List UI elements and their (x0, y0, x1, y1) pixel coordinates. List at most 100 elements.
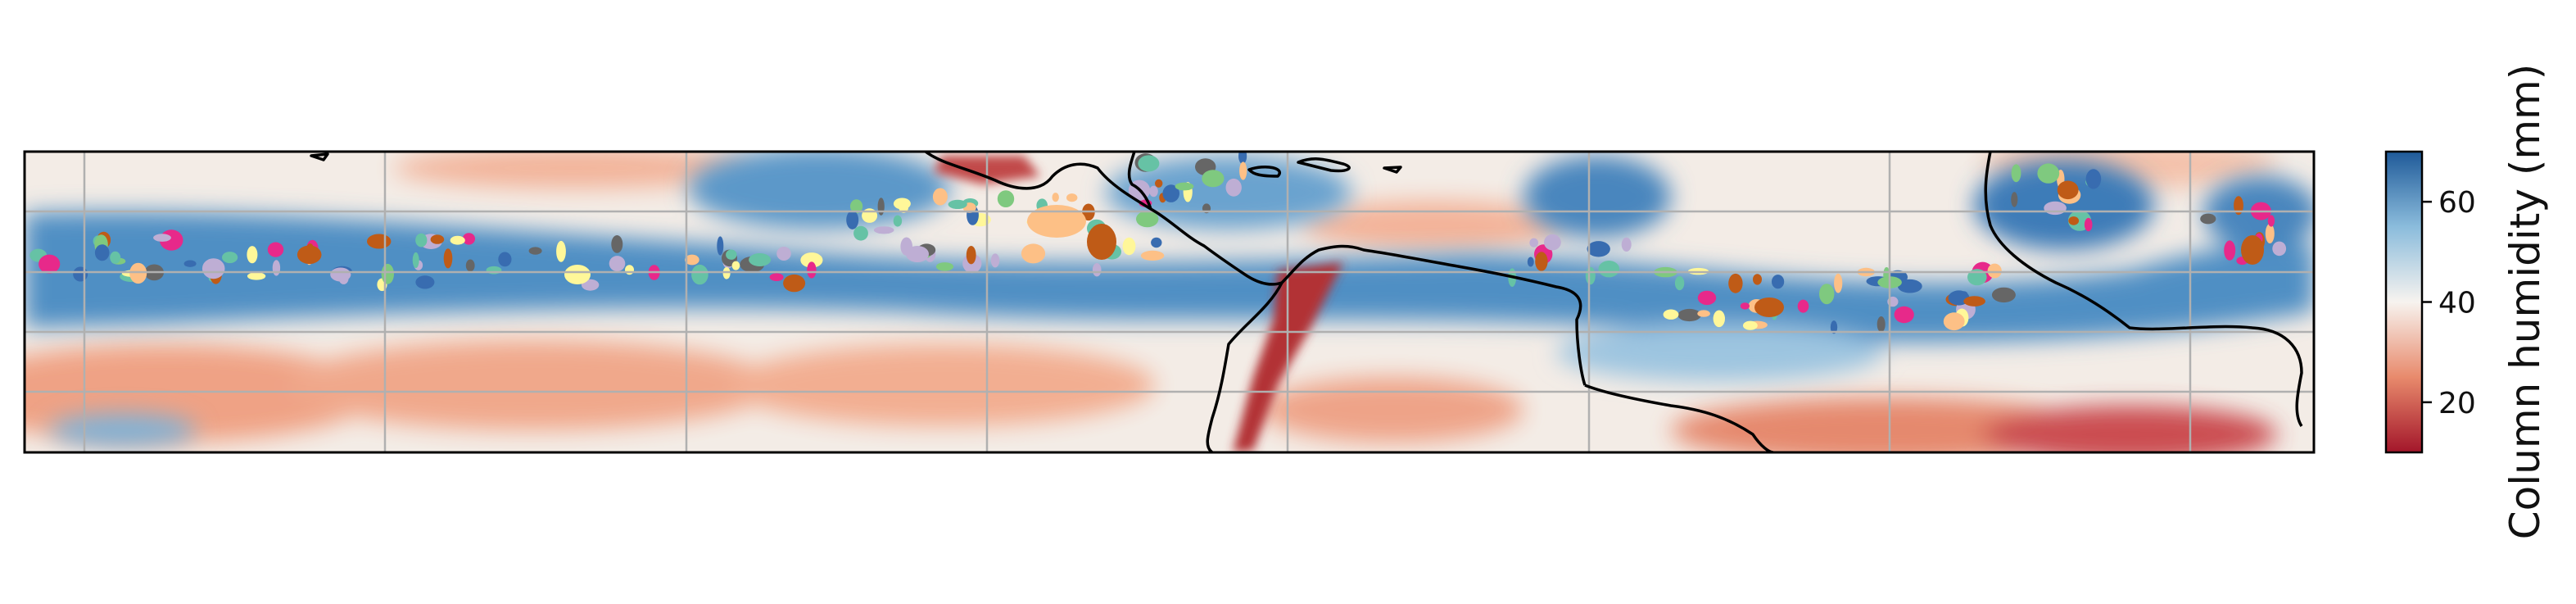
object-patch (685, 254, 699, 266)
object-patch (430, 234, 445, 244)
object-patch (110, 251, 121, 264)
object-patch (528, 247, 542, 255)
object-patch (1621, 237, 1632, 252)
object-patch (1598, 261, 1620, 278)
object-patch (906, 246, 929, 262)
object-patch (893, 215, 903, 227)
object-patch (1963, 296, 1985, 307)
object-patch (73, 266, 88, 282)
object-patch (932, 188, 948, 206)
object-patch (1527, 257, 1534, 267)
object-patch (556, 240, 566, 262)
object-patch (1155, 179, 1163, 188)
object-patch (609, 256, 626, 272)
object-patch (2272, 241, 2287, 257)
object-patch (38, 254, 61, 274)
object-patch (853, 225, 868, 241)
object-patch (2044, 201, 2067, 216)
object-patch (1991, 287, 2016, 303)
object-patch (1529, 238, 1538, 248)
object-patch (272, 260, 281, 276)
colorbar-ticks: 20 40 60 (2422, 186, 2476, 420)
object-patch (222, 252, 238, 264)
object-patch (625, 265, 634, 275)
object-patch (412, 252, 419, 269)
object-patch (807, 261, 817, 279)
colorbar-tick-label: 20 (2438, 387, 2476, 420)
object-patch (201, 258, 225, 279)
object-patch (1754, 297, 1784, 317)
object-patch (247, 246, 258, 264)
object-patch (1136, 211, 1159, 228)
object-patch (338, 272, 349, 284)
object-patch (877, 198, 885, 216)
object-patch (498, 252, 512, 267)
object-patch (1238, 152, 1247, 165)
object-patch (1021, 243, 1046, 264)
object-patch (850, 199, 863, 214)
object-patch (846, 210, 859, 229)
object-patch (381, 263, 394, 284)
object-patch (1066, 193, 1078, 202)
object-patch (415, 275, 435, 289)
object-patch (1225, 178, 1242, 197)
object-patch (717, 236, 724, 256)
object-patch (462, 233, 476, 245)
object-patch (2265, 224, 2275, 243)
object-patch (726, 249, 737, 260)
object-patch (1585, 266, 1596, 285)
object-patch (1897, 279, 1922, 293)
object-patch (2234, 196, 2243, 216)
object-patch (2011, 164, 2021, 183)
object-patch (2241, 235, 2264, 265)
object-patch (1138, 155, 1160, 172)
object-patch (873, 226, 894, 234)
object-patch (611, 235, 623, 253)
object-patch (722, 267, 731, 279)
colorbar-gradient (2384, 150, 2424, 454)
object-patch (1987, 263, 2002, 279)
object-patch (2057, 180, 2079, 200)
object-patch (94, 244, 110, 261)
object-patch (1697, 290, 1717, 306)
object-patch (247, 272, 266, 280)
object-patch (2267, 215, 2275, 227)
object-patch (267, 242, 284, 257)
object-patch (1728, 273, 1743, 293)
object-patch (769, 273, 784, 282)
object-patch (776, 247, 791, 261)
object-patch (731, 261, 740, 270)
object-patch (2224, 240, 2236, 261)
object-patch (1797, 299, 1809, 313)
colorbar: 20 40 60 Column humidity (mm) (2384, 64, 2549, 539)
object-patch (1149, 185, 1158, 198)
object-patch (1151, 237, 1162, 248)
object-patch (1027, 205, 1086, 238)
object-patch (443, 248, 453, 269)
object-patch (1087, 224, 1116, 260)
object-patch (948, 199, 967, 209)
object-patch (990, 253, 1000, 268)
object-patch (1740, 302, 1750, 310)
object-patch (1052, 193, 1059, 202)
object-patch (129, 262, 147, 284)
object-patch (297, 245, 322, 265)
object-patch (2068, 216, 2080, 225)
object-patches (29, 152, 2287, 334)
object-patch (1175, 182, 1194, 191)
object-patch (1753, 274, 1762, 285)
object-patch (1587, 241, 1610, 257)
object-patch (1202, 170, 1225, 188)
object-patch (749, 253, 772, 266)
gridlines (25, 152, 2314, 452)
object-patch (935, 262, 954, 271)
object-patch (1544, 234, 1561, 251)
object-patch (1894, 306, 1914, 324)
object-patch (183, 260, 197, 267)
map-frame (23, 150, 2316, 454)
object-patch (1834, 273, 1843, 293)
object-patch (1743, 320, 1758, 330)
object-patch (2085, 169, 2102, 189)
object-patch (800, 252, 823, 268)
